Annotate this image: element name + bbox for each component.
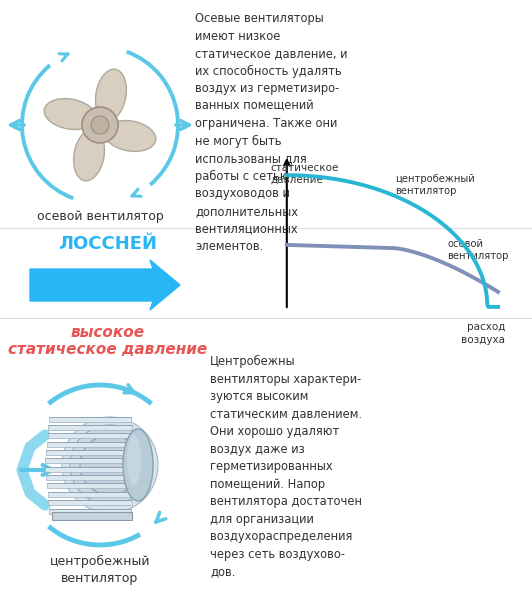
Text: статическое
давление: статическое давление — [270, 163, 338, 185]
Bar — [48, 500, 131, 505]
Text: центробежный
вентилятор: центробежный вентилятор — [395, 173, 475, 196]
Circle shape — [62, 417, 158, 513]
Bar — [46, 475, 134, 480]
Bar — [48, 492, 132, 497]
Ellipse shape — [44, 99, 96, 130]
Bar — [48, 425, 131, 430]
Bar — [45, 458, 135, 464]
FancyArrow shape — [30, 260, 180, 310]
Text: высокое: высокое — [71, 325, 145, 340]
Bar — [46, 450, 134, 455]
Text: осевой
вентилятор: осевой вентилятор — [447, 239, 509, 261]
Text: расход
воздуха: расход воздуха — [461, 322, 505, 345]
Ellipse shape — [96, 69, 127, 121]
Circle shape — [82, 107, 118, 143]
Ellipse shape — [104, 121, 156, 152]
Text: статическое давление: статическое давление — [9, 342, 207, 357]
Bar — [47, 484, 133, 488]
Circle shape — [80, 435, 140, 495]
Text: ЛОССНЕЙ: ЛОССНЕЙ — [59, 235, 157, 253]
Bar — [45, 467, 135, 471]
Ellipse shape — [73, 129, 104, 181]
Text: осевой вентилятор: осевой вентилятор — [37, 210, 163, 223]
Ellipse shape — [123, 429, 153, 501]
Bar — [48, 433, 132, 438]
Circle shape — [91, 116, 109, 134]
Bar — [49, 416, 131, 422]
Circle shape — [70, 425, 150, 505]
Bar — [52, 512, 132, 520]
Ellipse shape — [127, 435, 141, 485]
Bar — [47, 442, 133, 447]
Text: Центробежны
вентиляторы характери-
зуются высоким
статическим давлением.
Они хор: Центробежны вентиляторы характери- зуютс… — [210, 355, 362, 578]
Bar — [49, 508, 131, 513]
Text: центробежный
вентилятор: центробежный вентилятор — [50, 555, 150, 585]
Text: Осевые вентиляторы
имеют низкое
статическое давление, и
их способность удалять
в: Осевые вентиляторы имеют низкое статичес… — [195, 12, 347, 253]
